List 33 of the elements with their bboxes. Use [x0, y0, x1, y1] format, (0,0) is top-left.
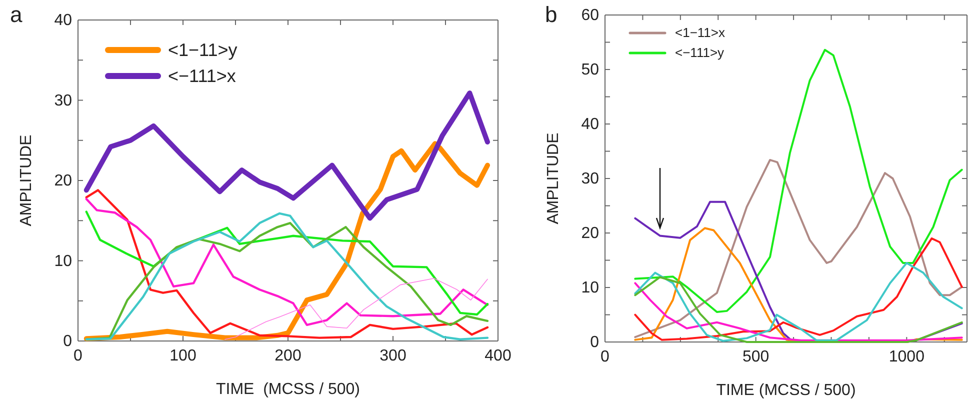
- y-tick-label: 20: [54, 172, 72, 190]
- x-tick-label: 400: [484, 347, 512, 364]
- x-tick-label: 300: [380, 347, 406, 364]
- y-tick-label: 60: [581, 7, 600, 24]
- y-tick-label: 40: [581, 116, 600, 134]
- y-axis-title: AMPLITUDE: [18, 134, 35, 226]
- line-series: [85, 210, 489, 316]
- x-tick-label: 200: [274, 347, 302, 364]
- y-tick-label: 20: [581, 225, 600, 242]
- legend-label: <1−11>y: [168, 40, 238, 60]
- y-tick-label: 30: [54, 92, 72, 110]
- x-axis-title: TIME (MCSS / 500): [716, 382, 856, 399]
- y-tick-label: 10: [581, 280, 600, 297]
- chart-title: b: [545, 2, 558, 27]
- legend-label: <−111>y: [675, 45, 725, 60]
- line-series: [634, 48, 963, 314]
- x-tick-label: 100: [170, 347, 196, 364]
- chart-title: a: [10, 2, 23, 27]
- y-tick-label: 0: [63, 333, 72, 350]
- line-series: [224, 278, 488, 340]
- line-series: [634, 158, 963, 338]
- y-tick-label: 50: [581, 62, 600, 79]
- x-tick-label: 500: [742, 348, 770, 366]
- legend-label: <−111>x: [168, 66, 236, 86]
- y-axis-title: AMPLITUDE: [545, 132, 562, 224]
- line-series: [634, 262, 963, 342]
- y-tick-label: 30: [581, 170, 600, 188]
- x-axis-title: TIME (MCSS / 500): [216, 381, 360, 398]
- legend-label: <1−11>x: [675, 25, 726, 40]
- x-tick-label: 1000: [888, 348, 925, 366]
- y-tick-label: 10: [54, 252, 72, 270]
- y-tick-label: 40: [54, 12, 72, 30]
- y-tick-label: 0: [590, 334, 600, 352]
